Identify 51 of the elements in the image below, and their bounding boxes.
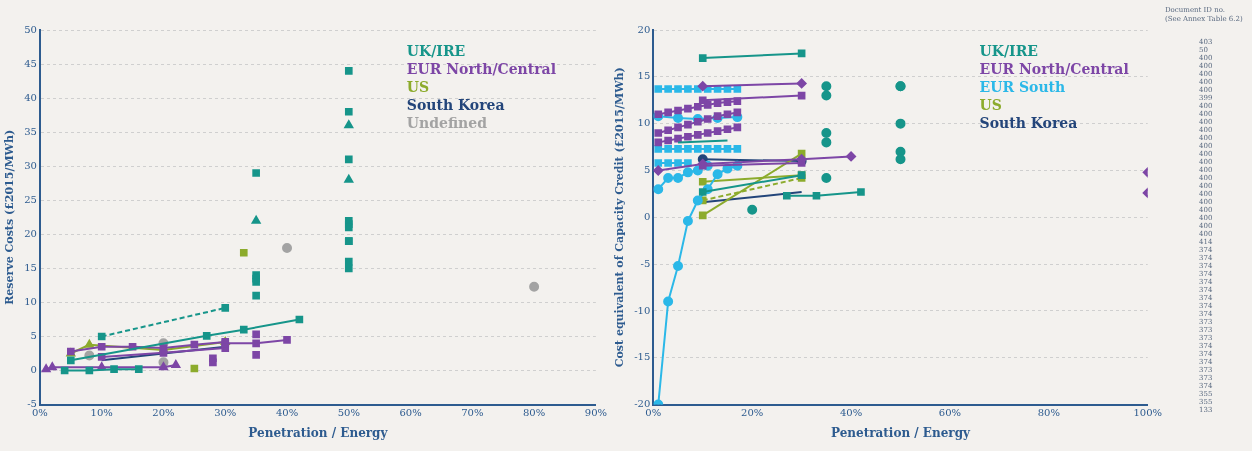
x-tick-label: 60%: [938, 407, 962, 419]
x-tick-label: 90%: [584, 407, 607, 419]
x-axis-title: Penetration / Energy: [248, 425, 389, 440]
y-tick-label: 0: [643, 210, 651, 222]
text: South Korea: [406, 96, 505, 113]
y-tick-label: 10: [24, 296, 37, 308]
y-tick-label: 50: [24, 23, 37, 35]
x-tick-label: 70%: [461, 407, 484, 419]
y-axis-title: Reserve Costs (£2015/MWh): [3, 129, 17, 305]
x-tick-label: 50%: [337, 407, 360, 419]
y-axis-title: Cost equivalent of Capacity Credit (£2015/MWh): [613, 67, 627, 368]
text: UK/IRE: [406, 42, 466, 59]
y-tick-label: 45: [24, 57, 37, 69]
y-tick-label: 15: [637, 70, 651, 82]
y-tick-label: 5: [30, 330, 37, 342]
y-tick-label: -5: [27, 398, 37, 410]
y-tick-label: 20: [637, 23, 651, 35]
text: US: [979, 96, 1002, 113]
y-tick-label: 10: [637, 117, 651, 129]
x-tick-label: 80%: [523, 407, 546, 419]
x-tick-label: 40%: [839, 407, 863, 419]
y-tick-label: -20: [634, 398, 651, 410]
x-tick-label: 100%: [1133, 407, 1162, 419]
x-axis-title: Penetration / Energy: [830, 425, 972, 440]
y-tick-label: -15: [634, 351, 651, 363]
text: South Korea: [979, 114, 1078, 131]
x-tick-label: 20%: [741, 407, 764, 419]
x-tick-label: 40%: [275, 407, 299, 419]
x-tick-label: 10%: [90, 407, 113, 419]
y-tick-label: 35: [24, 125, 37, 137]
y-tick-label: -10: [634, 304, 651, 316]
y-tick-label: 0: [30, 364, 37, 376]
x-tick-label: 80%: [1037, 407, 1060, 419]
x-tick-label: 0%: [31, 407, 48, 419]
text: EUR North/Central: [406, 60, 556, 77]
y-tick-label: 30: [24, 159, 37, 171]
y-tick-label: 5: [643, 164, 651, 176]
text: EUR North/Central: [979, 60, 1129, 77]
text: Undefined: [406, 114, 488, 131]
x-tick-label: 0%: [645, 407, 662, 419]
y-tick-label: 25: [24, 193, 37, 205]
y-tick-label: 40: [24, 91, 37, 103]
y-tick-label: 15: [24, 261, 37, 273]
y-tick-label: -5: [640, 257, 651, 269]
y-tick-label: 20: [24, 227, 37, 239]
text: UK/IRE: [979, 42, 1038, 59]
text: US: [406, 78, 430, 95]
x-tick-label: 20%: [152, 407, 175, 419]
x-tick-label: 60%: [399, 407, 422, 419]
x-tick-label: 30%: [214, 407, 237, 419]
text: EUR South: [979, 78, 1066, 95]
